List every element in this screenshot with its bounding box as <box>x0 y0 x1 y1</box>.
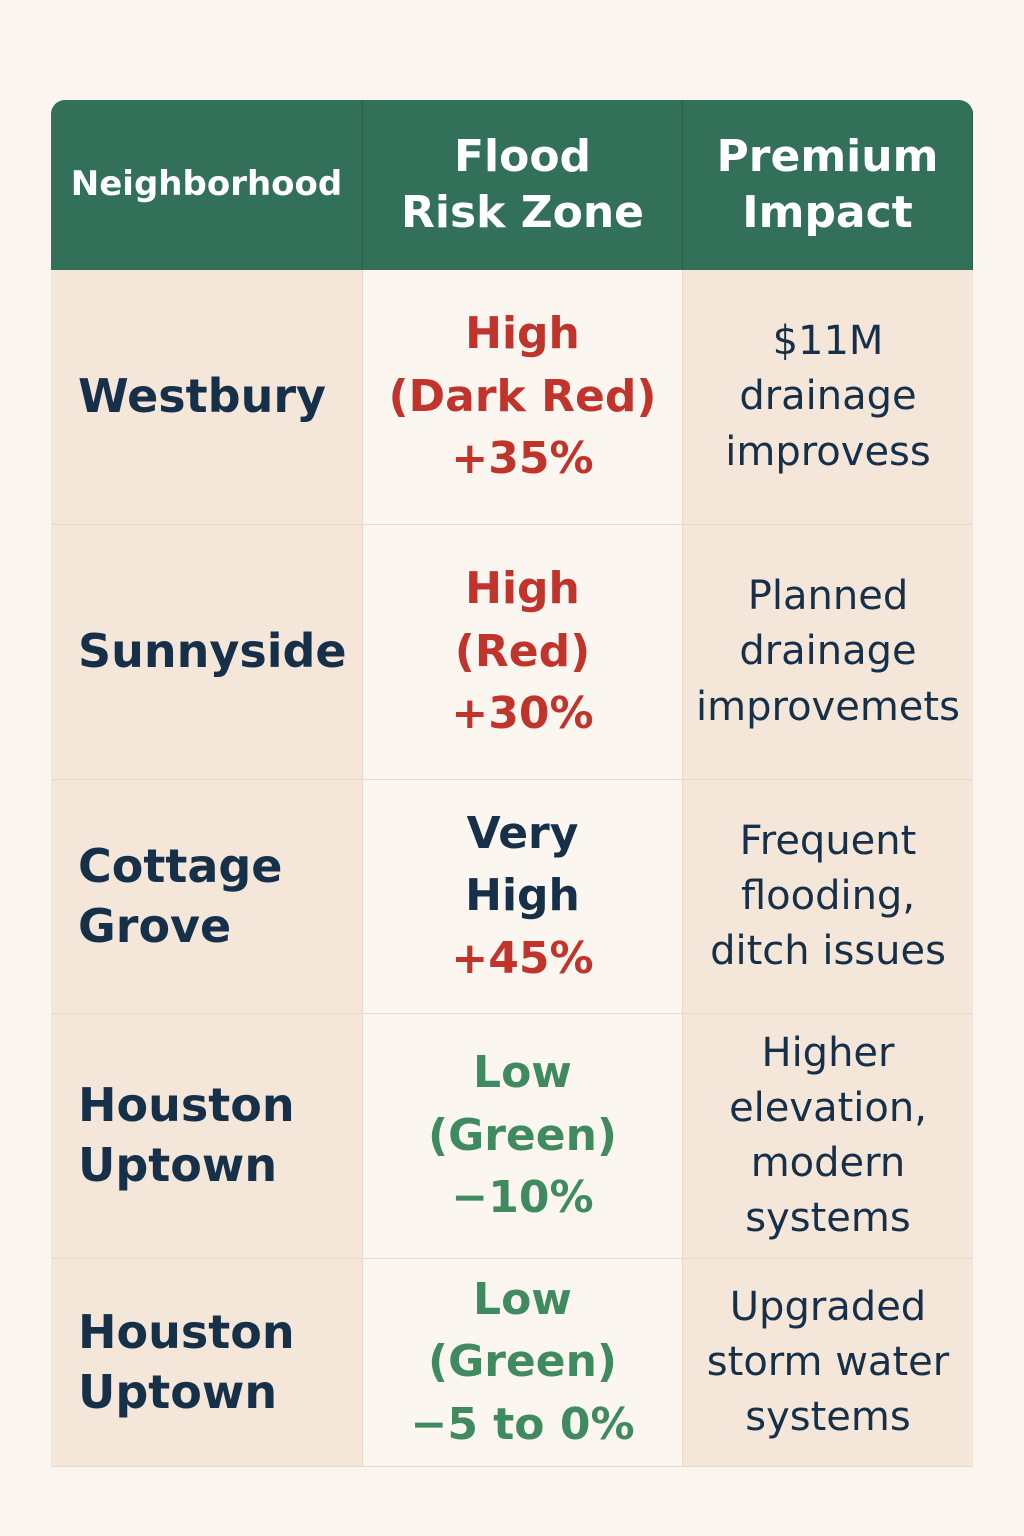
premium-impact-cell: Upgraded storm water systems <box>683 1259 973 1467</box>
risk-zone-label: High (Red) <box>454 563 591 677</box>
neighborhood-cell: Houston Uptown <box>51 1259 363 1467</box>
neighborhood-cell: Westbury <box>51 270 363 525</box>
risk-zone-label: Low (Green) <box>427 1273 618 1388</box>
risk-zone-label: High (Dark Red) <box>388 308 657 422</box>
header-premium-impact: Premium Impact <box>683 100 973 270</box>
risk-premium-change: −5 to 0% <box>410 1398 635 1450</box>
flood-risk-cell: Very High +45% <box>363 780 683 1014</box>
flood-risk-cell: High (Dark Red) +35% <box>363 270 683 525</box>
risk-premium-change: +35% <box>451 433 594 485</box>
flood-risk-cell: Low (Green) −5 to 0% <box>363 1259 683 1467</box>
neighborhood-cell: Houston Uptown <box>51 1014 363 1259</box>
flood-risk-cell: Low (Green) −10% <box>363 1014 683 1259</box>
premium-impact-cell: Higher elevation, modern systems <box>683 1014 973 1259</box>
risk-premium-change: +45% <box>451 932 594 984</box>
risk-zone-label: Very High <box>465 807 580 922</box>
risk-premium-change: −10% <box>451 1172 594 1224</box>
premium-impact-cell: Frequent flooding, ditch issues <box>683 780 973 1014</box>
risk-zone-label: Low (Green) <box>427 1047 618 1161</box>
header-flood-risk-zone: Flood Risk Zone <box>363 100 683 270</box>
risk-premium-change: +30% <box>451 688 594 740</box>
header-neighborhood: Neighborhood <box>51 100 363 270</box>
neighborhood-cell: Sunnyside <box>51 525 363 780</box>
premium-impact-cell: $11M drainage improvess <box>683 270 973 525</box>
flood-risk-table: Neighborhood Flood Risk Zone Premium Imp… <box>51 100 973 1467</box>
flood-risk-cell: High (Red) +30% <box>363 525 683 780</box>
neighborhood-cell: Cottage Grove <box>51 780 363 1014</box>
premium-impact-cell: Planned drainage improvemets <box>683 525 973 780</box>
